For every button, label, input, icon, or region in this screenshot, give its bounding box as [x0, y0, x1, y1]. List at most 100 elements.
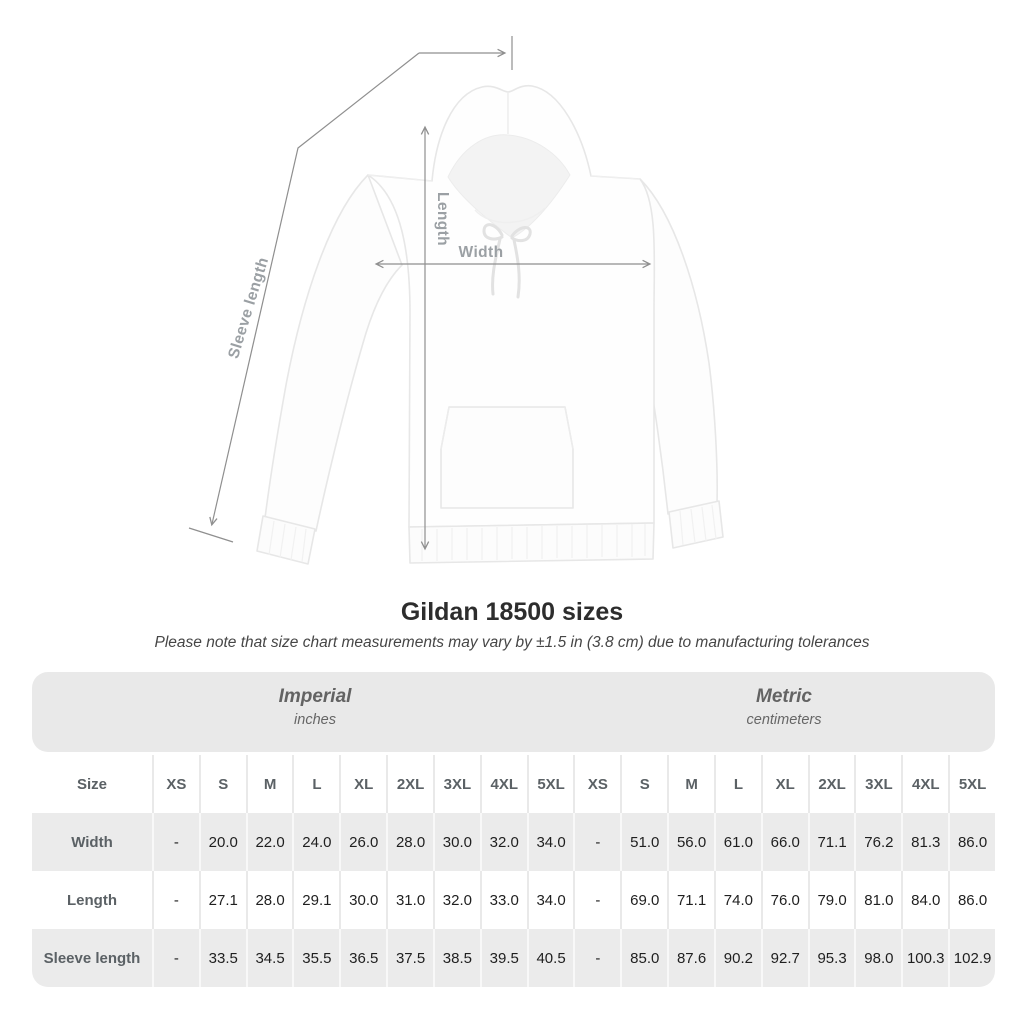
value-cell-imperial: 36.5 [339, 929, 387, 987]
value-cell-metric: 85.0 [620, 929, 668, 987]
measurement-overlay: Sleeve length Length Width [188, 36, 652, 551]
value-cell-metric: - [573, 929, 621, 987]
value-cell-imperial: 27.1 [198, 871, 246, 929]
value-cell-imperial: 34.0 [526, 871, 574, 929]
value-cell-metric: 95.3 [807, 929, 855, 987]
value-cell-imperial: 35.5 [292, 929, 340, 987]
value-cell-imperial: 33.0 [479, 871, 527, 929]
sleeve-diagonal-line [209, 52, 420, 527]
value-cell-imperial: 28.0 [245, 871, 293, 929]
value-cell-metric: 61.0 [713, 813, 761, 871]
value-cell-metric: 66.0 [760, 813, 808, 871]
size-header-metric-l: L [713, 755, 761, 813]
value-cell-imperial: - [152, 929, 199, 987]
hoodie-neckline-seam [474, 207, 546, 224]
page-title: Gildan 18500 sizes [400, 598, 624, 626]
row-label-length: Length [32, 871, 152, 929]
size-table-body: Size XS S M L XL 2XL 3XL 4XL 5XL XS S M L XL 2XL 3XL 4XL 5… [32, 755, 995, 987]
metric-unit: centimeters [746, 712, 822, 728]
size-header-imperial-2xl: 2XL [386, 755, 433, 813]
imperial-label: Imperial [278, 686, 352, 707]
hoodie-pocket-openings [440, 406, 574, 450]
size-column-header: Size [32, 755, 152, 813]
value-cell-imperial: 32.0 [479, 813, 527, 871]
size-header-metric-m: M [667, 755, 714, 813]
size-header-imperial-4xl: 4XL [479, 755, 527, 813]
size-header-metric-2xl: 2XL [807, 755, 855, 813]
imperial-group-header: Imperial inches [279, 686, 352, 728]
value-cell-metric: 76.0 [760, 871, 808, 929]
value-cell-metric: - [573, 813, 621, 871]
value-cell-metric: 76.2 [854, 813, 902, 871]
value-cell-metric: 74.0 [713, 871, 761, 929]
value-cell-imperial: 38.5 [432, 929, 480, 987]
length-label: Length [434, 192, 451, 246]
size-header-imperial-xs: XS [152, 755, 199, 813]
value-cell-metric: 69.0 [620, 871, 668, 929]
value-cell-imperial: 39.5 [479, 929, 527, 987]
value-cell-metric: 84.0 [901, 871, 949, 929]
value-cell-metric: 86.0 [948, 813, 995, 871]
size-header-metric-s: S [620, 755, 668, 813]
value-cell-imperial: 24.0 [292, 813, 340, 871]
value-cell-metric: 81.0 [854, 871, 902, 929]
size-header-imperial-l: L [292, 755, 340, 813]
value-cell-imperial: 28.0 [386, 813, 433, 871]
sleeve-bottom-tick [188, 527, 234, 543]
hoodie-hem-band [408, 522, 655, 564]
size-header-imperial-5xl: 5XL [526, 755, 574, 813]
value-cell-imperial: - [152, 813, 199, 871]
value-cell-imperial: 31.0 [386, 871, 433, 929]
size-header-imperial-xl: XL [339, 755, 387, 813]
value-cell-imperial: 34.0 [526, 813, 574, 871]
row-label-sleeve-length: Sleeve length [32, 929, 152, 987]
value-cell-imperial: 30.0 [339, 871, 387, 929]
tolerance-note: Please note that size chart measurements… [154, 634, 870, 651]
metric-group-header: Metric centimeters [747, 686, 822, 728]
size-header-metric-3xl: 3XL [854, 755, 902, 813]
value-cell-metric: 51.0 [620, 813, 668, 871]
value-cell-imperial: 34.5 [245, 929, 293, 987]
value-cell-metric: 56.0 [667, 813, 714, 871]
value-cell-metric: 100.3 [901, 929, 949, 987]
sleeve-length-label: Sleeve length [225, 255, 272, 361]
size-header-metric-xs: XS [573, 755, 621, 813]
value-cell-imperial: 32.0 [432, 871, 480, 929]
size-header-imperial-s: S [198, 755, 246, 813]
value-cell-imperial: 26.0 [339, 813, 387, 871]
size-table: Imperial inches Metric centimeters Size X… [32, 672, 995, 987]
value-cell-metric: 102.9 [948, 929, 995, 987]
value-cell-metric: 71.1 [667, 871, 714, 929]
table-header-band: Imperial inches Metric centimeters [32, 672, 995, 752]
value-cell-imperial: 20.0 [198, 813, 246, 871]
product-figure: Sleeve length Length Width [188, 36, 724, 565]
value-cell-imperial: 33.5 [198, 929, 246, 987]
hoodie-product-image [256, 84, 724, 565]
value-cell-metric: 92.7 [760, 929, 808, 987]
value-cell-imperial: 37.5 [386, 929, 433, 987]
size-header-metric-5xl: 5XL [948, 755, 995, 813]
value-cell-imperial: - [152, 871, 199, 929]
value-cell-metric: 98.0 [854, 929, 902, 987]
value-cell-imperial: 22.0 [245, 813, 293, 871]
value-cell-metric: 71.1 [807, 813, 855, 871]
row-label-width: Width [32, 813, 152, 871]
width-label: Width [459, 244, 504, 261]
value-cell-imperial: 30.0 [432, 813, 480, 871]
value-cell-imperial: 40.5 [526, 929, 574, 987]
size-header-imperial-3xl: 3XL [432, 755, 480, 813]
sleeve-length-arrow [188, 36, 513, 543]
value-cell-metric: 90.2 [713, 929, 761, 987]
hoodie-body [367, 84, 656, 528]
value-cell-imperial: 29.1 [292, 871, 340, 929]
value-cell-metric: - [573, 871, 621, 929]
value-cell-metric: 86.0 [948, 871, 995, 929]
value-cell-metric: 87.6 [667, 929, 714, 987]
metric-label: Metric [756, 686, 812, 707]
value-cell-metric: 81.3 [901, 813, 949, 871]
size-header-metric-4xl: 4XL [901, 755, 949, 813]
value-cell-metric: 79.0 [807, 871, 855, 929]
hoodie-left-cuff [256, 515, 316, 565]
imperial-unit: inches [294, 712, 336, 728]
